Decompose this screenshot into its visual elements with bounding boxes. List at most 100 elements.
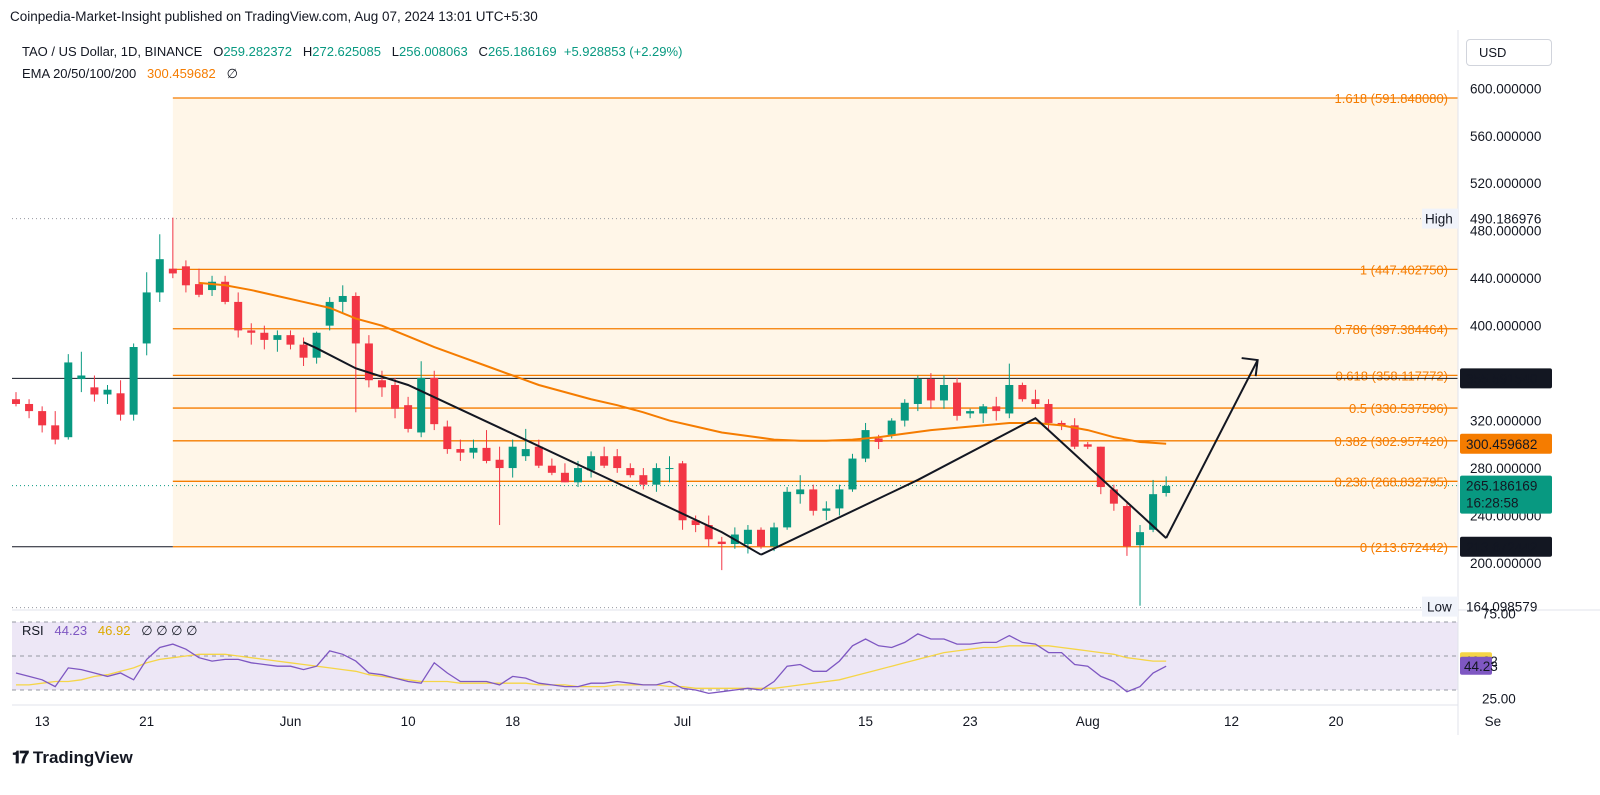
- candle-body: [90, 387, 99, 395]
- candle-body: [560, 472, 569, 483]
- close-value: 265.186169: [487, 44, 557, 59]
- price-tick-label: 520.000000: [1470, 176, 1541, 191]
- time-tick-label: 10: [401, 714, 416, 729]
- low-tag-label: Low: [1427, 600, 1452, 615]
- candle-body: [221, 281, 230, 302]
- rsi-label: RSI: [22, 623, 44, 638]
- candle-body: [1070, 425, 1079, 447]
- high-label: H: [302, 44, 313, 59]
- time-tick-label: Jun: [280, 714, 302, 729]
- candle-body: [574, 468, 583, 483]
- candle-body: [194, 284, 203, 295]
- candle-body: [391, 384, 400, 409]
- high-tag-label: High: [1425, 212, 1453, 227]
- candle-body: [1057, 422, 1066, 426]
- candle-body: [12, 399, 20, 404]
- open-label: O: [213, 44, 224, 59]
- candle-body: [547, 465, 556, 473]
- candle-body: [208, 281, 217, 291]
- candle-body: [913, 379, 922, 404]
- last-price-tag-bg: [1460, 475, 1552, 514]
- candle-body: [848, 458, 857, 490]
- candle-body: [1018, 384, 1027, 400]
- candle-body: [1044, 403, 1053, 423]
- candle-body: [155, 259, 164, 293]
- time-tick-label: Jul: [674, 714, 691, 729]
- candle-body: [116, 393, 125, 415]
- candle-body: [783, 491, 792, 528]
- candle-body: [613, 456, 622, 469]
- candle-body: [260, 332, 269, 340]
- tag-213: 213.672442: [1466, 540, 1537, 555]
- ema-line: [198, 281, 1167, 445]
- time-tick-label: 23: [963, 714, 978, 729]
- candle-body: [796, 489, 805, 495]
- candle-body: [587, 456, 596, 471]
- price-tick-label: 400.000000: [1470, 319, 1541, 334]
- high-value-label: 490.186976: [1470, 212, 1541, 227]
- fib-label-1.618: 1.618 (591.848080): [1335, 91, 1448, 106]
- candle-body: [430, 377, 439, 425]
- candle-body: [691, 520, 700, 526]
- time-tick-label: 12: [1224, 714, 1239, 729]
- pattern-line-1: [303, 341, 762, 556]
- time-tick-label: Aug: [1076, 714, 1100, 729]
- price-tick-label: 600.000000: [1470, 81, 1541, 96]
- candle-body: [809, 489, 818, 511]
- candle-body: [417, 377, 426, 433]
- symbol-ohlc-legend: TAO / US Dollar, 1D, BINANCE O259.282372…: [22, 44, 682, 59]
- candle-body: [103, 389, 112, 395]
- candle-body: [25, 403, 34, 412]
- rsi-tick-label: 25.00: [1482, 692, 1516, 707]
- rsi-ma-line: [16, 645, 1167, 689]
- candle-body: [443, 426, 452, 450]
- candle-body: [1109, 489, 1118, 504]
- rsi-extras: ∅ ∅ ∅ ∅: [141, 623, 198, 638]
- ema-value: 300.459682: [147, 66, 216, 81]
- candle-body: [770, 527, 779, 547]
- close-label: C: [478, 44, 488, 59]
- tag-ema-bg: [1460, 433, 1552, 454]
- high-tag-bg: [1422, 208, 1458, 229]
- tradingview-logo-icon: 𝟏𝟕: [12, 748, 29, 767]
- rsi-value: 44.23: [54, 623, 88, 638]
- candle-body: [626, 468, 635, 476]
- candle-body: [900, 402, 909, 421]
- published-by-text: Coinpedia-Market-Insight published on Tr…: [10, 9, 538, 24]
- candle-body: [286, 335, 295, 345]
- currency-button[interactable]: USD: [1466, 39, 1552, 66]
- price-tick-label: 560.000000: [1470, 129, 1541, 144]
- tradingview-footer[interactable]: 𝟏𝟕 TradingView: [12, 748, 133, 768]
- candle-body: [1162, 485, 1171, 493]
- candle-body: [835, 489, 844, 509]
- candle-body: [966, 411, 975, 414]
- time-tick-label: Se: [1485, 714, 1502, 729]
- candle-body: [521, 449, 530, 457]
- candle-body: [704, 525, 713, 540]
- candle-body: [992, 406, 1001, 412]
- candle-body: [247, 330, 256, 333]
- time-tick-label: 13: [35, 714, 50, 729]
- candle-body: [665, 468, 674, 470]
- tag-213-bg: [1460, 536, 1552, 557]
- time-tick-label: 20: [1329, 714, 1344, 729]
- time-tick-label: 15: [858, 714, 873, 729]
- candle-body: [77, 375, 86, 380]
- rsi-legend[interactable]: RSI 44.23 46.92 ∅ ∅ ∅ ∅: [22, 623, 197, 639]
- ema-legend[interactable]: EMA 20/50/100/200 300.459682 ∅: [22, 66, 238, 82]
- candle-body: [142, 292, 151, 344]
- low-tag-bg: [1422, 596, 1458, 617]
- candle-body: [743, 529, 752, 545]
- candle-body: [482, 447, 491, 461]
- candle-body: [652, 468, 661, 485]
- candle-body: [926, 379, 935, 401]
- candle-body: [639, 475, 648, 485]
- rsi-tag-bg: [1460, 656, 1492, 675]
- time-tick-label: 18: [505, 714, 520, 729]
- candle-body: [364, 343, 373, 381]
- symbol-title[interactable]: TAO / US Dollar, 1D, BINANCE: [22, 44, 203, 59]
- candle-body: [325, 301, 334, 326]
- candle-body: [312, 332, 321, 358]
- tag-355: 355.591540: [1466, 371, 1537, 386]
